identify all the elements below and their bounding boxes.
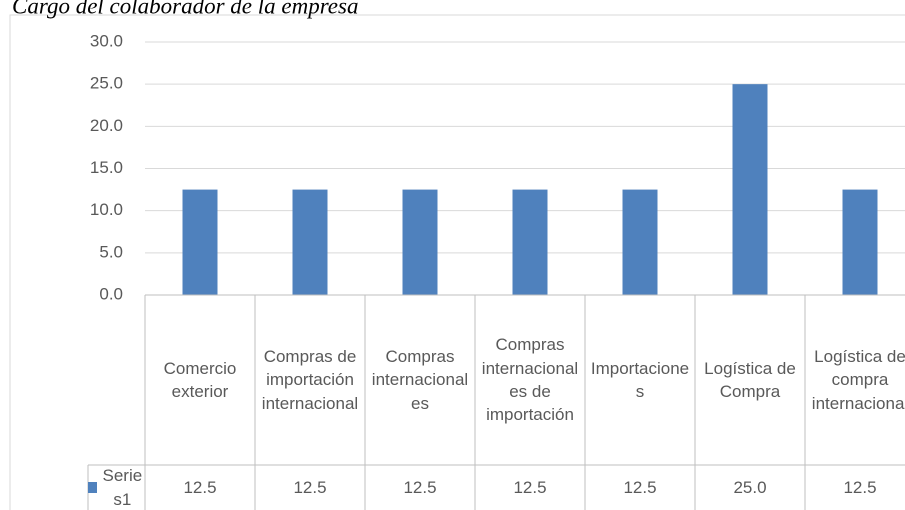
data-label: 25.0 bbox=[733, 477, 767, 497]
data-label: 12.5 bbox=[623, 477, 657, 497]
y-tick-label: 0.0 bbox=[99, 284, 123, 303]
chart-title: Cargo del colaborador de la empresa bbox=[12, 0, 358, 18]
y-tick-label: 10.0 bbox=[90, 200, 123, 219]
y-tick-label: 15.0 bbox=[90, 158, 123, 177]
bar bbox=[402, 189, 438, 295]
x-tick-label: Logística de compra internacional bbox=[811, 346, 905, 413]
data-label: 12.5 bbox=[513, 477, 547, 497]
x-tick-label: Compras internacionales bbox=[371, 346, 469, 413]
x-tick-label: Importaciones bbox=[590, 358, 690, 401]
bar bbox=[732, 84, 768, 296]
x-tick-label: Logística de Compra bbox=[704, 358, 796, 401]
legend-key bbox=[88, 482, 97, 493]
bar bbox=[292, 189, 328, 295]
y-tick-label: 20.0 bbox=[90, 116, 123, 135]
legend-label: Series1 bbox=[102, 466, 143, 509]
legend-entry: Series1 bbox=[88, 465, 145, 510]
data-label: 12.5 bbox=[403, 477, 437, 497]
bar bbox=[512, 189, 548, 295]
data-label: 12.5 bbox=[293, 477, 327, 497]
data-label: 12.5 bbox=[843, 477, 877, 497]
y-tick-label: 30.0 bbox=[90, 31, 123, 50]
x-tick-label: Comercio exterior bbox=[163, 358, 237, 401]
y-tick-label: 5.0 bbox=[99, 242, 123, 261]
bar bbox=[622, 189, 658, 295]
data-label: 12.5 bbox=[183, 477, 217, 497]
bar bbox=[842, 189, 878, 295]
x-tick-label: Compras de importación internacional bbox=[261, 346, 359, 413]
x-tick-label: Compras internacionales de importación bbox=[481, 335, 579, 425]
y-tick-label: 25.0 bbox=[90, 74, 123, 93]
bar bbox=[182, 189, 218, 295]
